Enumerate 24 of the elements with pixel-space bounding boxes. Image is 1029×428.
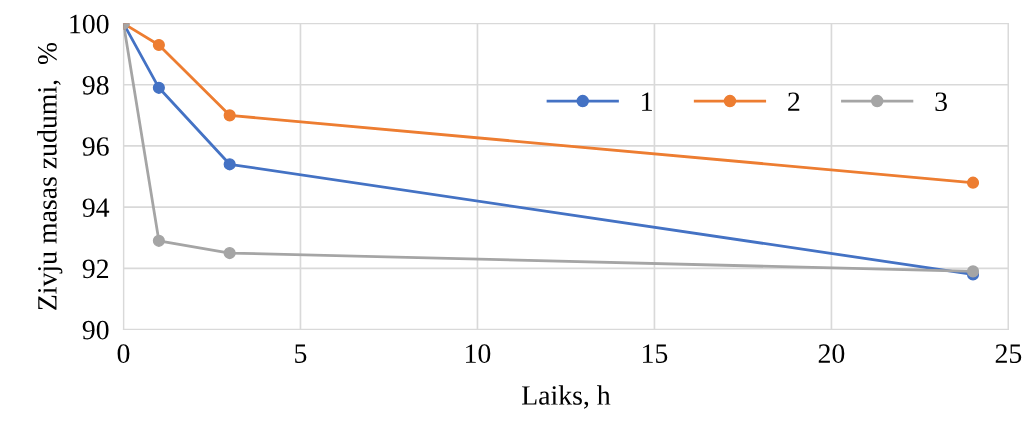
x-tick-label: 25 xyxy=(995,344,1022,363)
y-tick-label: 92 xyxy=(82,259,109,279)
point xyxy=(966,176,980,189)
legend-label: 3 xyxy=(935,92,947,112)
x-tick-label: 0 xyxy=(117,344,130,363)
point xyxy=(223,109,236,122)
legend-label: 1 xyxy=(642,92,652,111)
legend-label: 2 xyxy=(788,92,800,111)
x-axis-title: Laiks, h xyxy=(522,385,611,409)
x-tick-label: 15 xyxy=(643,344,668,363)
y-tick-label: 96 xyxy=(82,137,109,156)
point xyxy=(152,38,165,52)
point xyxy=(152,234,165,247)
x-tick-label: 20 xyxy=(818,344,845,363)
y-tick-label: 90 xyxy=(82,320,109,340)
y-tick-label: 98 xyxy=(82,75,109,95)
y-tick-label: 100 xyxy=(70,14,109,34)
point xyxy=(152,81,165,94)
point xyxy=(223,246,236,260)
y-tick-label: 94 xyxy=(82,198,110,218)
point xyxy=(223,158,236,171)
x-tick-label: 10 xyxy=(466,344,491,363)
x-tick-label: 5 xyxy=(295,344,307,363)
y-axis-title: Zivju masas zudumi, % xyxy=(37,42,63,310)
